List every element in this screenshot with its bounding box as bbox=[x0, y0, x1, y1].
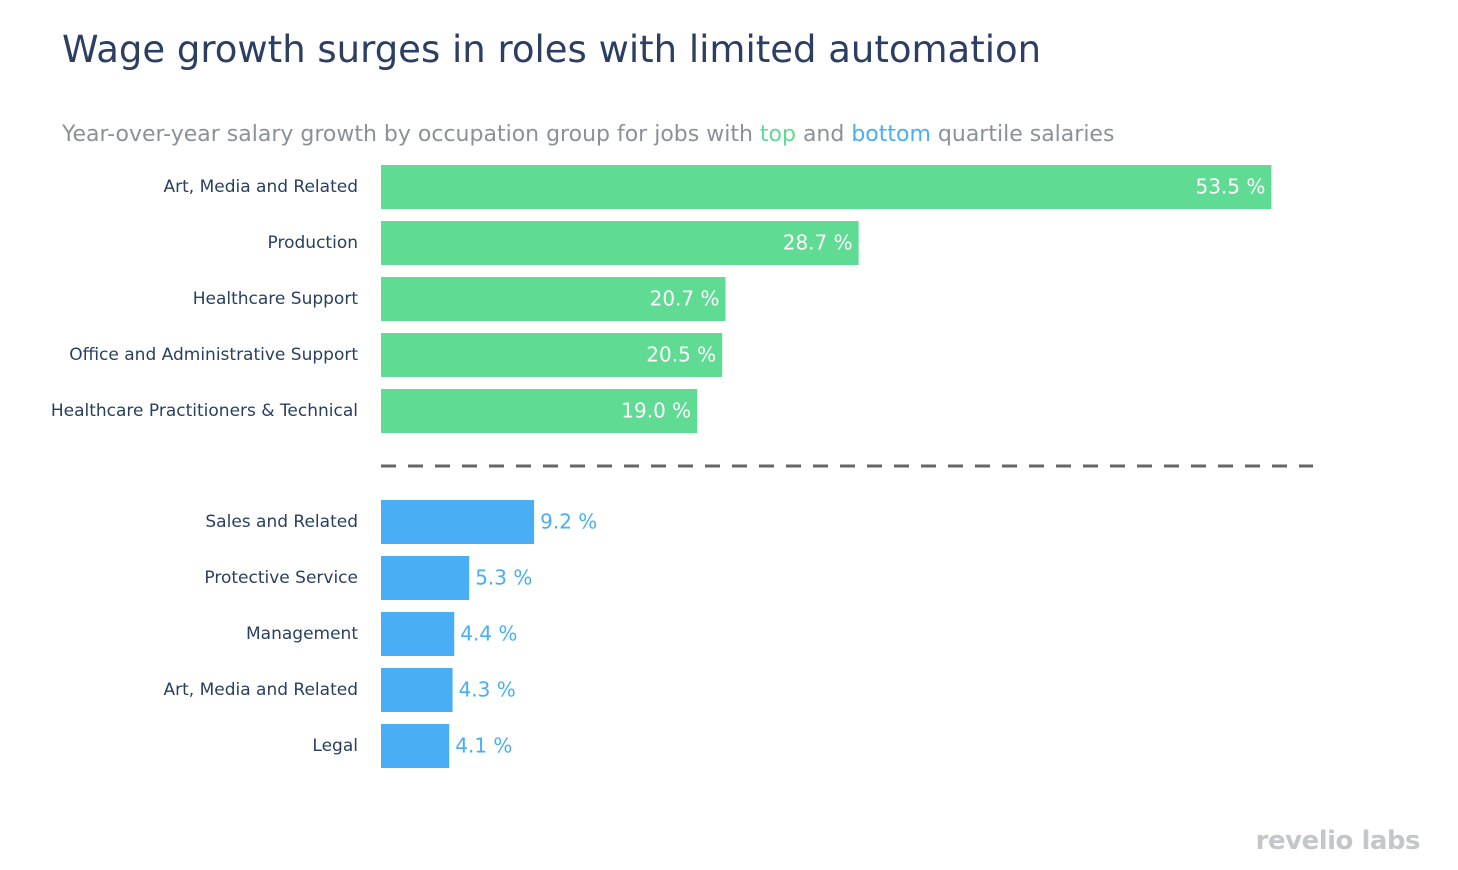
data-label: 4.1 % bbox=[455, 734, 512, 758]
legend-entry: top bbox=[759, 122, 796, 147]
bar bbox=[381, 668, 453, 712]
y-tick-label: Healthcare Practitioners & Technical bbox=[51, 401, 358, 421]
data-label: 19.0 % bbox=[621, 399, 691, 423]
bar bbox=[381, 612, 455, 656]
data-label: 5.3 % bbox=[475, 566, 532, 590]
bar bbox=[381, 556, 470, 600]
y-tick-label: Office and Administrative Support bbox=[69, 345, 358, 365]
chart-subtitle: Year-over-year salary growth by occupati… bbox=[62, 122, 1114, 147]
subtitle-text: quartile salaries bbox=[937, 122, 1115, 147]
bar bbox=[381, 333, 723, 377]
subtitle-text: and bbox=[802, 122, 845, 147]
y-tick-label: Healthcare Support bbox=[193, 289, 359, 309]
data-label: 9.2 % bbox=[540, 510, 597, 534]
bar bbox=[381, 221, 859, 265]
bar bbox=[381, 724, 450, 768]
subtitle-text: Year-over-year salary growth by occupati… bbox=[62, 122, 753, 147]
data-label: 53.5 % bbox=[1195, 175, 1265, 199]
legend-entry: bottom bbox=[851, 122, 931, 147]
data-label: 20.5 % bbox=[646, 343, 716, 367]
data-label: 28.7 % bbox=[783, 231, 853, 255]
bar bbox=[381, 277, 726, 321]
bar bbox=[381, 165, 1272, 209]
y-tick-label: Production bbox=[268, 233, 358, 253]
y-tick-label: Art, Media and Related bbox=[163, 680, 358, 700]
bar bbox=[381, 500, 535, 544]
data-label: 20.7 % bbox=[650, 287, 720, 311]
y-tick-label: Legal bbox=[312, 736, 358, 756]
y-tick-label: Protective Service bbox=[204, 568, 358, 588]
y-tick-label: Management bbox=[246, 624, 358, 644]
bar bbox=[381, 389, 698, 433]
y-tick-label: Art, Media and Related bbox=[163, 177, 358, 197]
logo: revelio labs bbox=[1255, 826, 1421, 856]
y-tick-label: Sales and Related bbox=[205, 512, 358, 532]
data-label: 4.3 % bbox=[459, 678, 516, 702]
data-label: 4.4 % bbox=[460, 622, 517, 646]
chart-title: Wage growth surges in roles with limited… bbox=[62, 28, 1042, 71]
